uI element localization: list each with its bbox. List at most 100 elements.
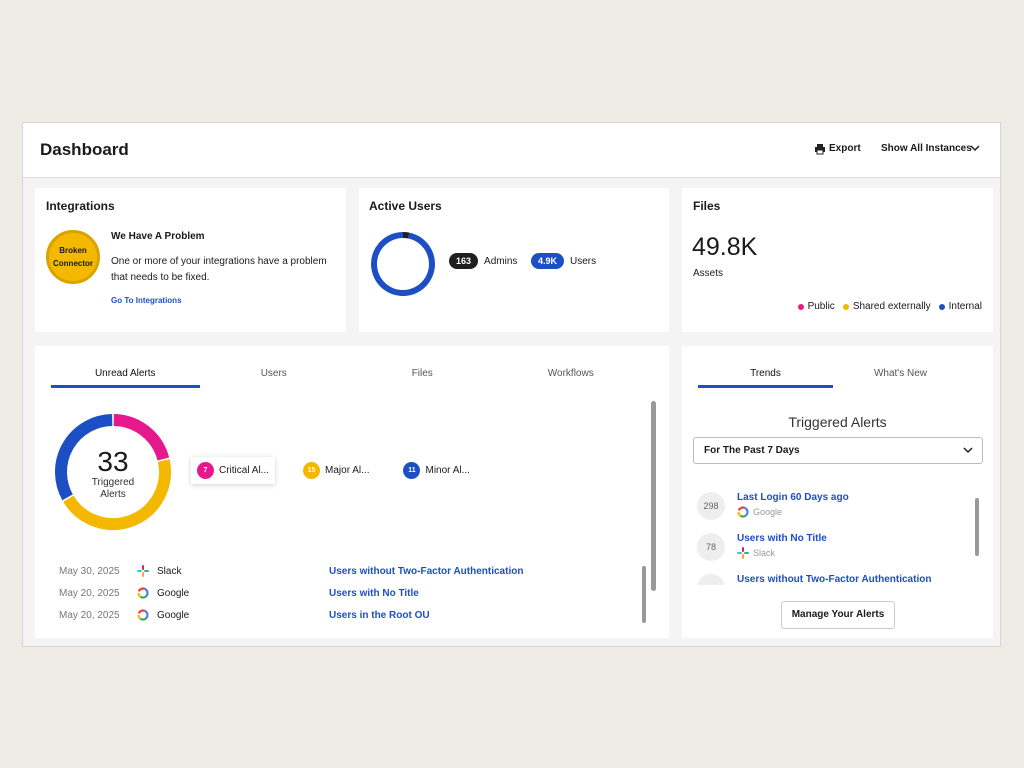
icon-part (137, 614, 142, 620)
trends-title: Triggered Alerts (788, 414, 887, 430)
source-icon (137, 609, 149, 621)
icon-part (137, 570, 142, 572)
scrollbar[interactable] (642, 566, 646, 623)
icon-part (142, 565, 144, 570)
export-button[interactable]: Export (829, 143, 861, 154)
count-badge: 298 (697, 492, 725, 520)
trend-text: Last Login 60 Days ago Google (737, 492, 849, 533)
problem-text: One or more of your integrations have a … (111, 256, 327, 283)
trends-card (682, 346, 993, 638)
alert-row: May 20, 2025 Google Users with No Title (59, 582, 639, 604)
scrollbar[interactable] (651, 401, 656, 591)
legend-item: 163 Admins (449, 253, 517, 269)
alert-row: May 20, 2025 Google Users in the Root OU (59, 604, 639, 626)
trend-title[interactable]: Last Login 60 Days ago (737, 492, 849, 503)
legend-label: Shared externally (852, 301, 931, 312)
legend-item: Public (797, 301, 835, 312)
row-date: May 30, 2025 (59, 565, 120, 577)
chevron (970, 145, 980, 152)
chevron (963, 447, 973, 454)
count-pill: 11 (403, 462, 421, 479)
donut-segment (402, 232, 410, 239)
page-title: Dashboard (40, 140, 129, 159)
source-icon (137, 565, 149, 577)
alert-list: May 30, 2025 Slack Users without Two-Facto… (59, 560, 639, 626)
files-total: 49.8K (692, 233, 758, 261)
icon-part (740, 514, 748, 518)
broken-badge: Broken Connector (46, 230, 100, 284)
icon-part (142, 572, 144, 577)
alerts-donut (55, 414, 171, 530)
alert-row: May 30, 2025 Slack Users without Two-Facto… (59, 560, 639, 582)
tab[interactable]: What's New (873, 368, 928, 379)
card-title: Active Users (369, 199, 442, 213)
trend-item: Users without Two-Factor Authentication (697, 574, 967, 585)
source-icon (737, 506, 749, 518)
icon-part (144, 587, 149, 597)
icon-part (742, 554, 744, 559)
tabs: Trends What's New (698, 368, 968, 388)
icon-part (744, 552, 749, 554)
icon-part (140, 617, 148, 621)
source-icon (137, 587, 149, 599)
legend-label: Admins (484, 255, 518, 267)
source-icon (737, 547, 749, 559)
print-icon (815, 144, 825, 155)
count-pill: 7 (197, 462, 214, 479)
legend-item: 4.9K Users (531, 253, 596, 269)
row-title[interactable]: Users in the Root OU (329, 609, 430, 621)
row-source: Google (157, 587, 190, 599)
files-legend: Public Shared externally Internal (797, 301, 982, 312)
period-select[interactable]: For The Past 7 Days (693, 437, 983, 464)
legend-label: Users (570, 255, 597, 267)
row-source: Slack (157, 565, 182, 577)
donut-segment (371, 232, 435, 296)
legend-item: 15 Major Al... (297, 457, 375, 484)
legend-label: Public (807, 301, 835, 312)
count-pill: 15 (303, 462, 321, 479)
row-date: May 20, 2025 (59, 587, 120, 599)
trend-title[interactable]: Users without Two-Factor Authentication (737, 574, 932, 585)
integrations-link[interactable]: Go To Integrations (111, 296, 182, 305)
icon-part (137, 609, 146, 614)
legend-item: 7 Critical Al... (191, 457, 275, 484)
count-pill: 4.9K (531, 253, 565, 269)
active-users-card (359, 188, 669, 332)
count-pill: 163 (449, 253, 479, 269)
legend-item: Shared externally (842, 301, 931, 312)
legend-dot (842, 303, 849, 310)
tab[interactable]: Files (411, 368, 433, 379)
manage-button[interactable]: Manage Your Alerts (781, 601, 895, 629)
count-badge (697, 574, 725, 585)
source-name: Slack (753, 548, 776, 558)
icon-part (737, 506, 746, 511)
icon-part (137, 587, 146, 592)
row-source: Google (157, 609, 190, 621)
tab[interactable]: Trends (698, 368, 833, 388)
donut-segment (113, 414, 170, 461)
legend-label: Major Al... (325, 465, 370, 476)
problem-heading: We Have A Problem (111, 231, 205, 242)
row-title[interactable]: Users without Two-Factor Authentication (329, 565, 524, 577)
trend-title[interactable]: Users with No Title (737, 533, 827, 544)
row-title[interactable]: Users with No Title (329, 587, 419, 599)
instances-dropdown[interactable]: Show All Instances (881, 143, 972, 154)
alerts-total-label: Triggered Alerts (91, 477, 135, 500)
alerts-total: 33 (97, 446, 129, 477)
trend-item: 298 Last Login 60 Days ago Google (697, 492, 967, 533)
scrollbar[interactable] (975, 498, 979, 556)
legend-label: Critical Al... (219, 465, 270, 476)
legend-label: Minor Al... (425, 465, 470, 476)
tab[interactable]: Workflows (547, 368, 594, 379)
legend-item: Internal (938, 301, 982, 312)
users-donut (371, 232, 435, 296)
tab[interactable]: Users (260, 368, 287, 379)
icon-part (737, 511, 742, 517)
source-name: Google (753, 507, 783, 517)
donut-segment (63, 459, 171, 530)
tab[interactable]: Unread Alerts (51, 368, 200, 388)
icon-part (737, 552, 742, 554)
trend-text: Users with No Title Slack (737, 533, 827, 574)
